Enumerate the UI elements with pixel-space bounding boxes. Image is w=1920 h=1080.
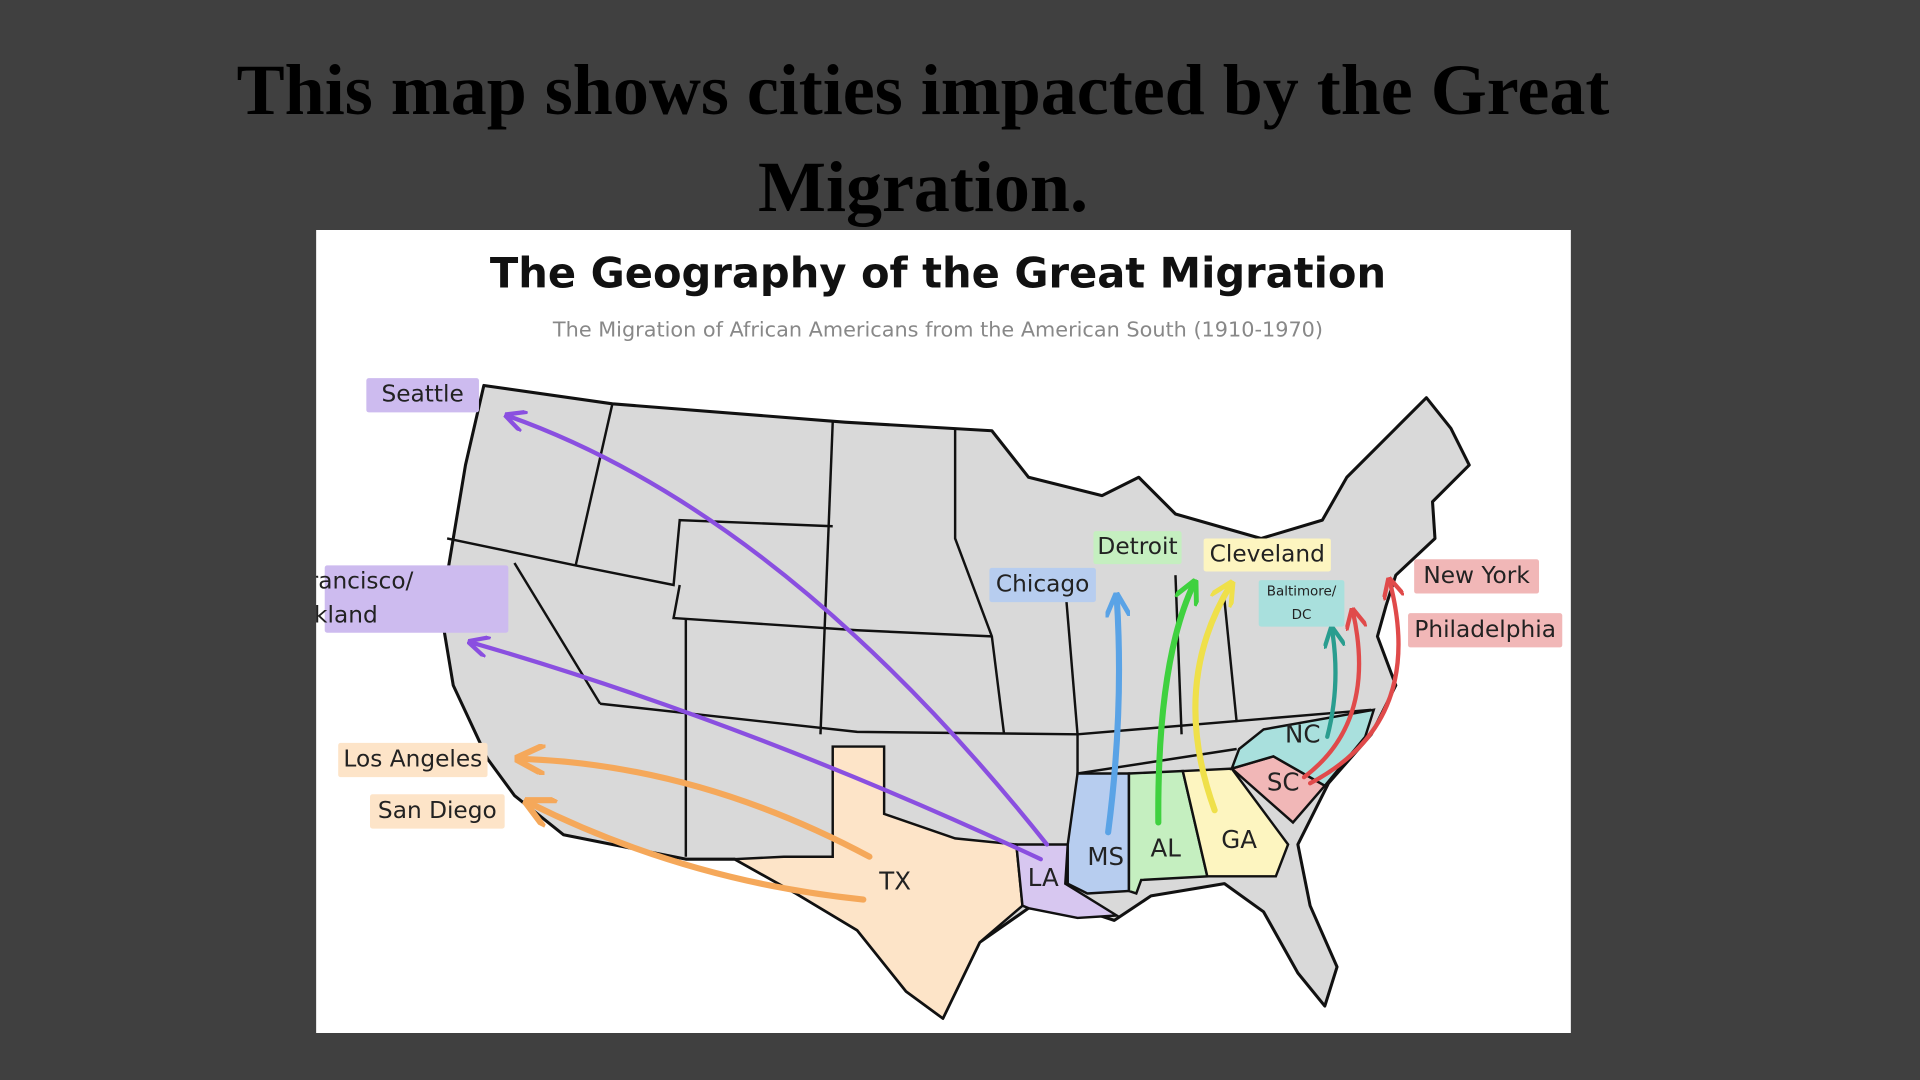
arrow-cleveland: [1192, 585, 1230, 814]
arrow-san-francisco: [472, 643, 1043, 862]
arrow-los-angeles: [521, 759, 873, 860]
city-label: Cleveland: [1210, 540, 1325, 567]
city-label: San Francisco/: [316, 568, 414, 595]
state-label: GA: [1221, 825, 1257, 854]
city-label-box: [1093, 531, 1182, 565]
slide-title: This map shows cities impacted by the Gr…: [236, 50, 1610, 227]
city-label-box: [1203, 538, 1331, 572]
city-label: Oakland: [316, 601, 378, 628]
arrow-seattle: [508, 416, 1050, 847]
city-label-box: [989, 567, 1096, 603]
city-label-box: [324, 565, 509, 633]
city-label-box: [338, 742, 488, 778]
city-label-box: [1258, 580, 1345, 627]
arrow-philadelphia: [1301, 612, 1359, 780]
city-label: Baltimore/: [1267, 585, 1337, 600]
state-ms: [1066, 772, 1131, 895]
state-label: MS: [1087, 842, 1124, 871]
city-label-box: [1414, 559, 1540, 594]
state-label: TX: [878, 866, 911, 895]
city-label-box: [366, 378, 479, 413]
state-tx: [730, 745, 1024, 1021]
city-label-box: [370, 794, 505, 829]
arrow-chicago: [1108, 597, 1119, 836]
city-label: Philadelphia: [1414, 616, 1556, 643]
city-label: New York: [1423, 562, 1530, 589]
map: The Geography of the Great Migration The…: [316, 230, 1571, 1033]
state-label: NC: [1285, 720, 1320, 749]
city-label: DC: [1292, 608, 1312, 623]
city-label: Detroit: [1097, 533, 1177, 560]
arrow-detroit: [1155, 584, 1194, 826]
city-label: Los Angeles: [343, 746, 482, 773]
state-label: AL: [1150, 833, 1181, 862]
city-label: Chicago: [996, 570, 1089, 597]
arrow-baltimore: [1327, 630, 1335, 739]
city-label: San Diego: [378, 797, 497, 824]
state-label: LA: [1028, 863, 1059, 892]
city-label-box: [1408, 613, 1563, 648]
map-subtitle: The Migration of African Americans from …: [552, 317, 1323, 341]
migration-arrows: [472, 416, 1399, 903]
state-label: SC: [1267, 767, 1300, 796]
map-title: The Geography of the Great Migration: [490, 249, 1386, 298]
arrow-san-diego: [529, 803, 867, 903]
city-label: Seattle: [381, 381, 463, 408]
arrow-new-york: [1307, 581, 1398, 786]
